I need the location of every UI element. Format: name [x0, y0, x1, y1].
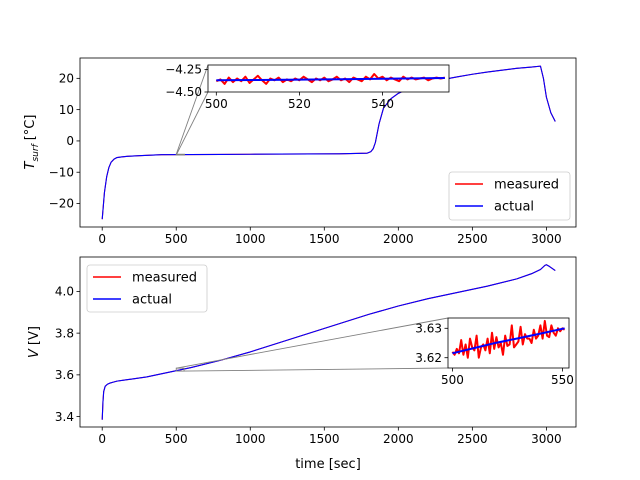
voltage-y-tick-label: 3.4 [55, 410, 74, 424]
voltage-x-tick-label: 2000 [383, 432, 414, 446]
svg-text:Tsurf[°C]: Tsurf[°C] [23, 115, 41, 170]
voltage-inset-x-tick-label: 550 [551, 373, 574, 387]
voltage-inset-frame [447, 317, 570, 369]
temperature-y-tick-label: 10 [59, 103, 74, 117]
voltage-inset-actual-line [452, 327, 565, 355]
temperature-zoom-connector [175, 91, 209, 156]
voltage-axes-frame [79, 256, 577, 428]
voltage-x-tick-label: 2500 [457, 432, 488, 446]
voltage-inset-x-tick-label: 500 [441, 373, 464, 387]
temperature-zoom-connector [175, 64, 209, 155]
voltage-inset-background [448, 318, 569, 368]
temperature-inset: 500 520 540 −4.50 −4.25 [165, 63, 450, 111]
voltage-y-tick-label: 3.6 [55, 368, 74, 382]
temperature-inset-y-tick-label: −4.50 [165, 85, 202, 99]
svg-text:V[V]: V [V] [27, 326, 42, 358]
voltage-zoom-connector [176, 317, 449, 369]
temperature-x-tick-label: 1500 [309, 232, 340, 246]
voltage-inset-y-tick-label: 3.62 [415, 351, 442, 365]
temperature-inset-x-tick-label: 500 [205, 97, 228, 111]
voltage-x-tick-label: 0 [98, 432, 106, 446]
temperature-y-tick-label: −20 [49, 197, 74, 211]
temperature-inset-y-tick-label: −4.25 [165, 63, 202, 77]
voltage-inset-y-tick-label: 3.63 [415, 321, 442, 335]
temperature-y-tick-label: −10 [49, 165, 74, 179]
temperature-x-tick-label: 0 [98, 232, 106, 246]
temperature-series-layer [101, 65, 556, 220]
temperature-inset-x-tick-label: 540 [371, 97, 394, 111]
voltage-x-tick-label: 500 [165, 432, 188, 446]
temperature-inset-series-layer [215, 73, 446, 85]
temperature-actual-line [101, 65, 556, 220]
voltage-inset-series-layer [451, 319, 566, 359]
voltage-x-tick-label: 3000 [531, 432, 562, 446]
temperature-x-tick-label: 500 [165, 232, 188, 246]
temperature-axes-frame [79, 57, 577, 228]
voltage-inset-measured-line [451, 319, 566, 359]
voltage-y-axis-label: V [V] [27, 326, 42, 358]
temperature-x-tick-label: 2000 [383, 232, 414, 246]
voltage-panel: 0 500 1000 1500 2000 2500 3000 3.4 3.6 3.8 4.0 V [V… [27, 256, 577, 472]
temperature-x-tick-label: 3000 [531, 232, 562, 246]
temperature-inset-tick-layer: 500 520 540 −4.50 −4.25 [165, 63, 394, 111]
voltage-legend: measured actual [86, 264, 208, 313]
voltage-y-label-symbol: V [27, 348, 42, 358]
temperature-inset-actual-line [216, 77, 445, 82]
voltage-y-tick-label: 4.0 [55, 285, 74, 299]
temperature-y-tick-label: 20 [59, 72, 74, 86]
temperature-y-label-subscript: surf [31, 142, 41, 161]
temperature-zoom-connectors [175, 64, 209, 156]
voltage-zoom-connector [184, 367, 449, 372]
temperature-y-label-symbol: T [23, 160, 38, 169]
voltage-inset-tick-layer: 500 550 3.62 3.63 [415, 321, 574, 387]
voltage-legend-measured-label: measured [132, 271, 197, 286]
temperature-x-tick-label: 1000 [235, 232, 266, 246]
voltage-zoom-connectors [175, 317, 449, 372]
temperature-legend-actual-label: actual [494, 200, 534, 215]
voltage-y-tick-label: 3.8 [55, 326, 74, 340]
temperature-panel: 0 500 1000 1500 2000 2500 3000 −20 −10 0 10 20 Tsur… [23, 57, 577, 246]
voltage-x-tick-label: 1500 [309, 432, 340, 446]
temperature-zoom-region [175, 153, 185, 156]
temperature-legend-measured-label: measured [494, 178, 559, 193]
voltage-y-label-unit: [V] [27, 326, 42, 345]
temperature-inset-x-tick-label: 520 [288, 97, 311, 111]
voltage-legend-actual-label: actual [132, 293, 172, 308]
voltage-x-tick-label: 1000 [235, 432, 266, 446]
voltage-x-axis-label: time [sec] [295, 457, 361, 472]
temperature-x-tick-label: 2500 [457, 232, 488, 246]
voltage-zoom-region [175, 367, 185, 372]
voltage-inset: 500 550 3.62 3.63 [415, 317, 574, 387]
temperature-legend: measured actual [448, 171, 571, 221]
voltage-tick-layer: 0 500 1000 1500 2000 2500 3000 3.4 3.6 3.8 4.0 [55, 285, 562, 446]
temperature-y-axis-label: Tsurf[°C] [23, 115, 41, 170]
voltage-actual-line [101, 264, 556, 420]
voltage-series-layer [101, 264, 556, 420]
temperature-y-label-unit: [°C] [23, 115, 38, 141]
temperature-tick-layer: 0 500 1000 1500 2000 2500 3000 −20 −10 0 10 20 [49, 72, 562, 246]
temperature-inset-frame [207, 64, 450, 93]
temperature-y-tick-label: 0 [66, 134, 74, 148]
